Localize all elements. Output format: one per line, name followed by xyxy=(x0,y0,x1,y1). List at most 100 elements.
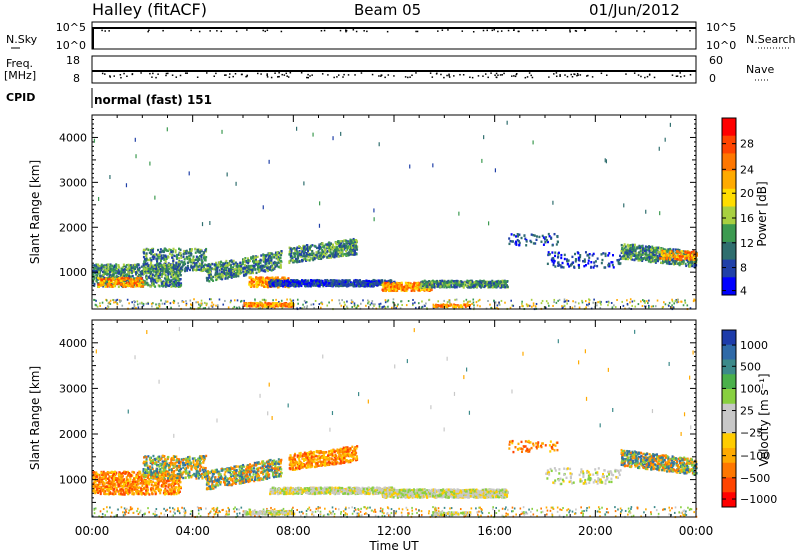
data-cell xyxy=(198,258,200,260)
nave-dot xyxy=(102,73,104,75)
data-cell xyxy=(367,283,369,285)
data-cell xyxy=(395,289,397,291)
data-cell xyxy=(187,258,189,260)
data-cell xyxy=(300,285,302,287)
data-cell xyxy=(119,301,121,303)
data-cell xyxy=(326,243,328,245)
data-cell xyxy=(200,305,202,307)
data-cell xyxy=(130,280,132,282)
data-cell xyxy=(574,305,576,307)
data-cell xyxy=(294,255,296,257)
data-cell xyxy=(280,281,282,283)
data-cell xyxy=(207,265,209,267)
data-cell xyxy=(418,289,420,291)
freq-left-unit: [MHz] xyxy=(4,69,36,82)
nsky-dot xyxy=(584,30,586,32)
data-cell xyxy=(587,254,589,256)
data-cell xyxy=(412,288,414,290)
data-cell xyxy=(146,268,148,270)
data-cell xyxy=(473,307,475,309)
data-cell xyxy=(509,240,511,242)
data-cell xyxy=(521,301,523,303)
data-cell xyxy=(161,266,163,268)
data-cell xyxy=(218,264,220,266)
data-cell xyxy=(297,303,299,305)
nsky-dot xyxy=(321,30,323,32)
data-cell xyxy=(578,257,580,259)
data-cell xyxy=(343,239,345,241)
data-cell xyxy=(255,261,257,263)
data-cell xyxy=(211,305,213,307)
data-cell xyxy=(623,305,625,307)
data-cell xyxy=(309,246,311,248)
data-cell xyxy=(431,286,433,288)
data-cell xyxy=(136,277,138,279)
data-cell xyxy=(182,264,184,266)
data-cell xyxy=(536,303,538,305)
data-cell xyxy=(546,239,548,241)
nsky-dot xyxy=(689,30,691,32)
nave-dot xyxy=(638,74,640,76)
data-cell xyxy=(220,261,222,263)
data-cell xyxy=(161,273,163,275)
data-cell xyxy=(333,250,335,252)
data-cell xyxy=(137,300,139,302)
data-cell xyxy=(554,251,556,253)
data-cell xyxy=(157,273,159,275)
data-cell xyxy=(327,284,329,286)
data-cell xyxy=(98,265,100,267)
data-cell xyxy=(403,286,405,288)
nave-dot xyxy=(260,73,262,75)
data-cell xyxy=(254,265,256,267)
data-cell xyxy=(158,303,160,305)
data-cell xyxy=(426,289,428,291)
data-cell xyxy=(212,276,214,278)
data-cell xyxy=(318,250,320,252)
data-cell xyxy=(139,303,141,305)
data-cell xyxy=(578,302,580,304)
data-cell xyxy=(562,262,564,264)
data-cell xyxy=(511,240,513,242)
data-cell xyxy=(168,263,170,265)
data-cell xyxy=(341,281,343,283)
data-cell xyxy=(252,255,254,257)
data-cell xyxy=(371,302,373,304)
data-cell xyxy=(118,282,120,284)
data-cell xyxy=(412,286,414,288)
data-cell xyxy=(412,299,414,301)
nave-dot xyxy=(496,73,498,75)
nave-dot xyxy=(516,73,518,75)
data-cell xyxy=(467,301,469,303)
data-cell xyxy=(286,299,288,301)
data-cell xyxy=(179,263,181,265)
data-cell xyxy=(585,251,587,253)
data-cell xyxy=(230,274,232,276)
data-cell xyxy=(561,266,563,268)
data-cell xyxy=(579,307,581,309)
data-cell xyxy=(382,284,384,286)
data-cell xyxy=(160,260,162,262)
nsky-dot xyxy=(437,30,439,32)
freq-panel-frame xyxy=(92,56,696,83)
data-cell xyxy=(651,306,653,308)
data-cell xyxy=(257,256,259,258)
data-cell xyxy=(388,289,390,291)
data-cell xyxy=(489,304,491,306)
data-cell xyxy=(313,303,315,305)
data-cell xyxy=(453,286,455,288)
data-cell xyxy=(110,264,112,266)
nsky-dot xyxy=(236,31,238,33)
data-cell xyxy=(111,285,113,287)
data-cell xyxy=(170,285,172,287)
freq-left-tick-top: 18 xyxy=(66,54,80,67)
data-cell xyxy=(648,300,650,302)
nsky-dot xyxy=(447,29,449,31)
nave-dot xyxy=(559,74,561,76)
data-cell xyxy=(632,301,634,303)
data-cell xyxy=(244,264,246,266)
data-cell xyxy=(107,278,109,280)
data-cell xyxy=(413,283,415,285)
nave-dot xyxy=(214,75,216,77)
data-cell xyxy=(168,268,170,270)
data-cell xyxy=(171,273,173,275)
